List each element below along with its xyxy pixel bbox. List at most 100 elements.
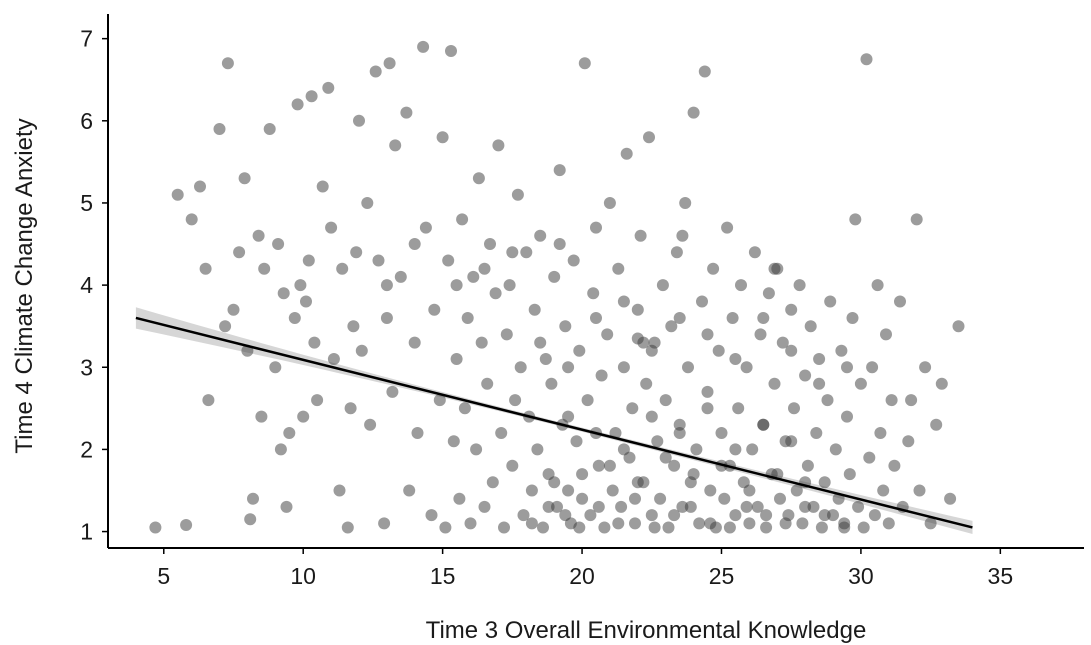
data-point [308,336,321,349]
data-point [857,521,870,534]
data-point [456,213,469,226]
data-point [760,509,773,522]
data-point [629,517,641,530]
data-point [453,492,466,505]
data-point [815,521,828,534]
data-point [609,427,622,439]
data-point [603,197,616,209]
data-point [408,336,421,349]
data-point [673,427,686,439]
data-point [316,180,329,193]
data-point [654,492,667,505]
data-point [854,377,867,390]
data-point [534,229,547,242]
data-point [768,262,781,275]
data-point [701,328,714,341]
data-point [548,270,561,283]
data-point [221,57,234,70]
y-tick-label: 2 [80,436,93,462]
data-point [551,500,563,513]
data-point [514,361,527,374]
data-point [935,377,948,390]
data-point [715,427,728,439]
data-point [643,131,655,144]
data-point [665,320,678,333]
data-point [445,45,457,57]
data-point [656,279,669,292]
data-point [760,521,773,534]
x-tick-label: 20 [569,563,595,589]
data-point [813,353,826,365]
data-point [868,509,881,522]
data-point [277,287,290,300]
data-point [788,402,800,415]
data-point [255,410,268,423]
data-point [378,517,391,530]
data-point [592,459,605,472]
data-point [227,303,240,316]
data-point [511,188,524,201]
data-point [785,435,798,448]
data-point [629,492,641,505]
data-point [548,476,561,489]
data-point [919,361,932,374]
data-point [344,402,357,415]
data-point [690,443,703,456]
data-point [486,476,499,489]
data-point [701,385,714,398]
data-point [701,402,714,415]
data-point [539,353,552,365]
data-point [793,279,806,292]
data-point [740,361,753,374]
data-point [537,521,549,534]
data-point [364,418,377,431]
data-point [361,197,374,209]
data-point [238,172,251,185]
data-point [687,468,700,481]
data-point [693,517,706,530]
data-point [542,500,555,513]
data-point [576,468,589,481]
data-point [866,361,879,374]
data-point [790,484,803,497]
data-point [751,500,764,513]
data-point [353,114,365,127]
data-point [219,320,232,333]
data-point [503,279,516,292]
y-tick-label: 7 [80,26,93,52]
data-point [433,394,446,407]
data-point [740,500,753,513]
data-point [696,295,708,308]
data-point [743,517,756,530]
data-point [484,238,496,250]
data-point [682,361,694,374]
data-point [615,500,628,513]
data-point [631,332,644,345]
data-point [439,521,452,534]
data-point [470,443,483,456]
data-point [322,81,335,94]
x-tick-label: 35 [988,563,1014,589]
data-point [475,336,488,349]
data-point [924,517,937,530]
data-point [835,344,848,357]
data-point [824,295,837,308]
data-point [762,287,775,300]
data-point [874,427,887,439]
data-point [562,484,575,497]
data-point [573,344,586,357]
data-point [779,517,792,530]
data-point [841,410,853,423]
data-point [930,418,943,431]
data-point [425,509,438,522]
data-point [578,57,591,70]
data-point [369,65,382,78]
x-tick-label: 5 [157,563,170,589]
data-point [852,500,865,513]
data-point [185,213,198,226]
data-point [662,521,675,534]
data-point [559,509,572,522]
data-point [517,509,530,522]
data-point [447,435,460,448]
